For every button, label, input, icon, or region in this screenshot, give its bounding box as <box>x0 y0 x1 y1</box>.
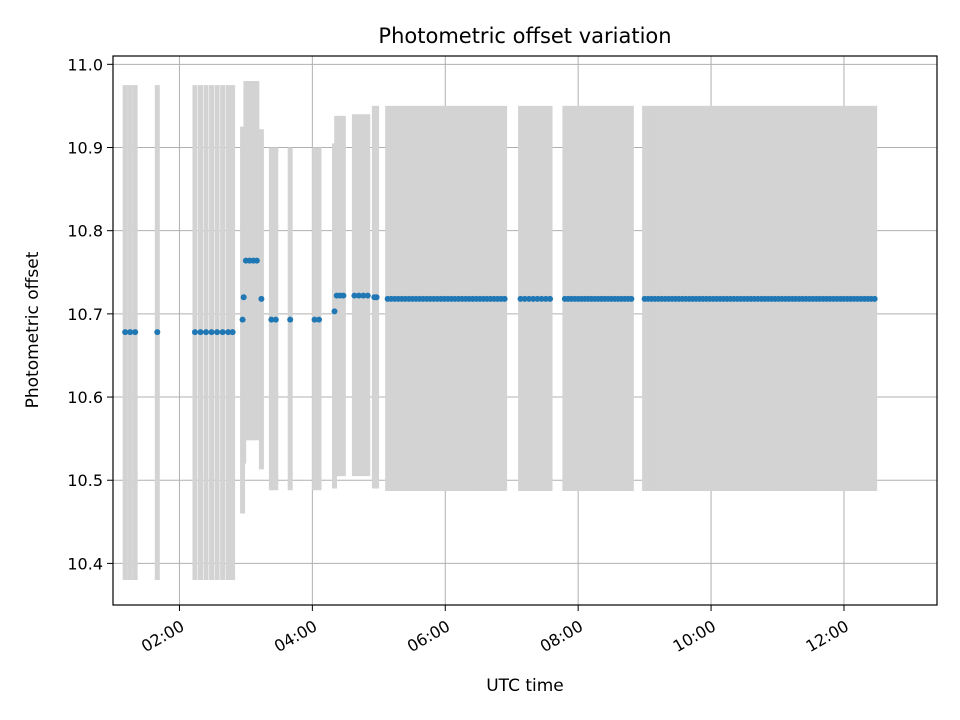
data-point <box>132 329 139 336</box>
y-tick-label: 10.5 <box>67 471 103 490</box>
x-axis-label: UTC time <box>486 676 564 696</box>
data-point <box>355 292 362 299</box>
data-point <box>871 295 878 302</box>
data-point <box>530 295 537 302</box>
data-points <box>122 257 878 336</box>
data-point <box>534 295 541 302</box>
y-tick-label: 10.7 <box>67 305 103 324</box>
data-point <box>364 292 371 299</box>
data-point <box>272 316 279 323</box>
data-point <box>203 329 210 336</box>
data-point <box>525 295 532 302</box>
data-point <box>316 316 322 323</box>
data-point <box>360 292 367 299</box>
data-point <box>538 295 545 302</box>
y-tick-label: 10.6 <box>67 388 103 407</box>
data-point <box>628 295 635 302</box>
data-point <box>229 329 236 336</box>
y-axis-label: Photometric offset <box>23 251 43 408</box>
data-point <box>127 329 134 336</box>
data-point <box>258 295 265 302</box>
data-point <box>542 295 549 302</box>
y-tick-label: 11.0 <box>67 55 103 74</box>
chart-title: Photometric offset variation <box>378 24 671 48</box>
data-point <box>219 329 226 336</box>
data-point <box>214 329 221 336</box>
data-point <box>240 294 247 301</box>
data-point <box>373 294 380 301</box>
y-tick-label: 10.9 <box>67 139 103 158</box>
data-point <box>351 292 358 299</box>
plot-frame <box>112 55 938 606</box>
data-point <box>547 295 554 302</box>
data-point <box>239 316 246 323</box>
data-point <box>521 295 528 302</box>
data-point <box>340 292 347 299</box>
data-point <box>268 316 275 323</box>
y-tick-label: 10.8 <box>67 222 103 241</box>
data-point <box>197 329 204 336</box>
data-point <box>311 316 318 323</box>
data-point <box>253 257 260 264</box>
data-point <box>208 329 215 336</box>
data-point <box>191 329 198 336</box>
data-point <box>122 329 129 336</box>
data-point <box>517 295 524 302</box>
data-point <box>225 329 232 336</box>
data-point <box>287 316 294 323</box>
y-tick-label: 10.4 <box>67 554 103 573</box>
data-point <box>154 329 161 336</box>
data-point <box>331 308 338 315</box>
data-point <box>501 295 508 302</box>
